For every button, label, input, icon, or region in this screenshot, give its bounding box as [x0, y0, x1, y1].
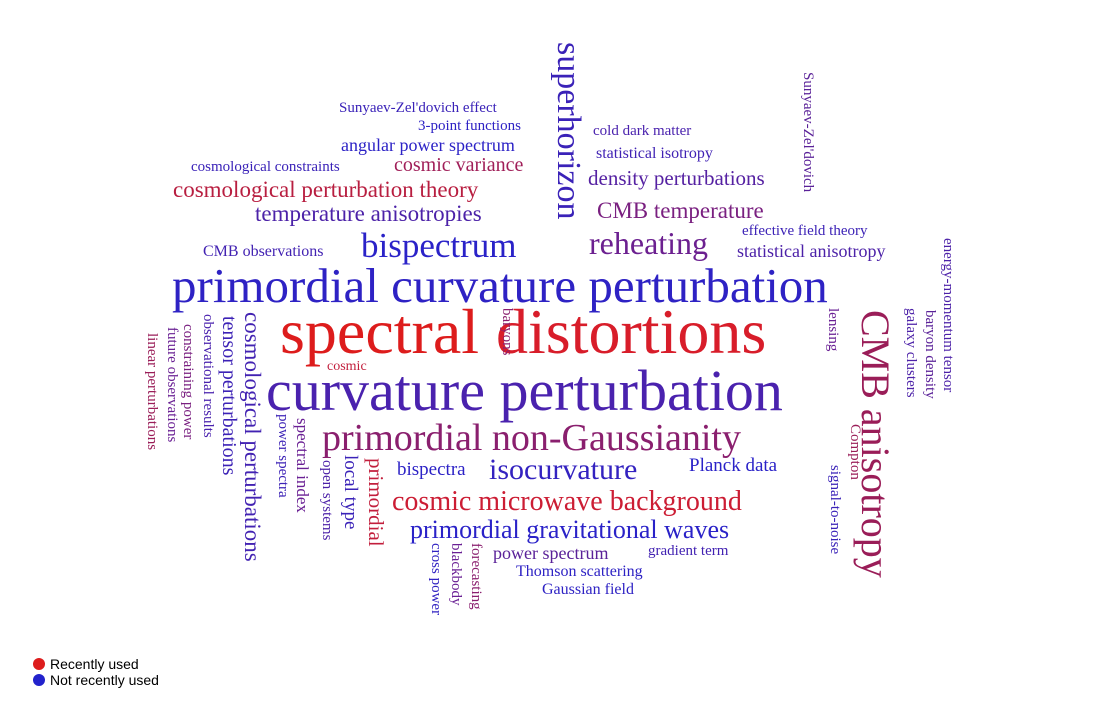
- word-signal-to-noise: signal-to-noise: [827, 465, 843, 555]
- word-cold-dark-matter: cold dark matter: [593, 123, 692, 139]
- legend-label-not-recent: Not recently used: [50, 672, 159, 688]
- word-effective-field-theory: effective field theory: [742, 223, 868, 239]
- word-primordial-vertical: primordial: [364, 458, 388, 547]
- word-primordial-curvature-perturbation: primordial curvature perturbation: [172, 258, 828, 313]
- word-cosmological-constraints: cosmological constraints: [191, 159, 340, 175]
- word-primordial-gravitational-waves: primordial gravitational waves: [410, 515, 730, 544]
- word-bispectra: bispectra: [397, 459, 466, 480]
- word-spectral: spectral: [280, 296, 479, 367]
- legend-item-recent: Recently used: [33, 656, 159, 672]
- legend-label-recent: Recently used: [50, 656, 139, 672]
- word-open-systems: open systems: [319, 460, 335, 541]
- word-spectral-index: spectral index: [293, 418, 312, 513]
- word-power-spectra: power spectra: [275, 414, 291, 498]
- word-statistical-isotropy: statistical isotropy: [596, 145, 713, 162]
- word-future-observations: future observations: [164, 327, 180, 443]
- word-blackbody: blackbody: [448, 543, 464, 606]
- word-superhorizon: superhorizon: [550, 42, 587, 220]
- word-lensing: lensing: [825, 308, 841, 352]
- word-energy-momentum-tensor: energy-momentum tensor: [940, 238, 956, 393]
- word-density-perturbations: density perturbations: [588, 166, 765, 190]
- recent-dot-icon: [33, 658, 45, 670]
- word-sunyaev-zeldovich: Sunyaev-Zel'dovich: [800, 72, 816, 193]
- legend-item-not-recent: Not recently used: [33, 672, 159, 688]
- word-distortions: distortions: [496, 296, 767, 367]
- word-cmb-observations: CMB observations: [203, 243, 324, 260]
- word-cross-power: cross power: [428, 543, 444, 616]
- word-cosmic-microwave-background: cosmic microwave background: [392, 486, 742, 517]
- word-temperature-anisotropies: temperature anisotropies: [255, 201, 482, 226]
- word-baryons: baryons: [499, 308, 515, 356]
- word-cosmic-variance: cosmic variance: [394, 154, 524, 176]
- word-thomson-scattering: Thomson scattering: [516, 563, 643, 580]
- word-3-point-functions: 3-point functions: [418, 118, 521, 134]
- word-compton: Compton: [847, 424, 863, 480]
- word-cosmic: cosmic: [327, 359, 367, 374]
- word-statistical-anisotropy: statistical anisotropy: [737, 241, 886, 261]
- word-reheating: reheating: [589, 225, 709, 261]
- word-constraining-power: constraining power: [180, 324, 196, 440]
- word-planck-data: Planck data: [689, 455, 778, 476]
- word-tensor-perturbations: tensor perturbations: [218, 316, 240, 476]
- word-linear-perturbations: linear perturbations: [144, 333, 160, 451]
- word-observational-results: observational results: [200, 314, 216, 438]
- word-baryon-density: baryon density: [922, 310, 938, 399]
- word-bispectrum: bispectrum: [361, 226, 517, 265]
- word-local-type: local type: [340, 455, 361, 530]
- word-gaussian-field: Gaussian field: [542, 581, 634, 598]
- word-galaxy-clusters: galaxy clusters: [903, 308, 919, 398]
- word-forecasting: forecasting: [468, 543, 484, 610]
- word-isocurvature: isocurvature: [489, 453, 638, 486]
- word-power-spectrum: power spectrum: [493, 543, 609, 563]
- word-gradient-term: gradient term: [648, 543, 729, 559]
- word-sunyaev-zeldovich-effect: Sunyaev-Zel'dovich effect: [339, 100, 497, 116]
- word-primordial-non-gaussianity: primordial non-Gaussianity: [322, 417, 741, 459]
- not-recent-dot-icon: [33, 674, 45, 686]
- word-cosmological-perturbations: cosmological perturbations: [240, 312, 265, 562]
- word-cmb-temperature: CMB temperature: [597, 198, 764, 223]
- word-angular-power-spectrum: angular power spectrum: [341, 135, 515, 155]
- word-cosmological-perturbation-theory: cosmological perturbation theory: [173, 177, 479, 202]
- word-curvature-perturbation: curvature perturbation: [266, 358, 783, 423]
- legend: Recently used Not recently used: [33, 656, 159, 688]
